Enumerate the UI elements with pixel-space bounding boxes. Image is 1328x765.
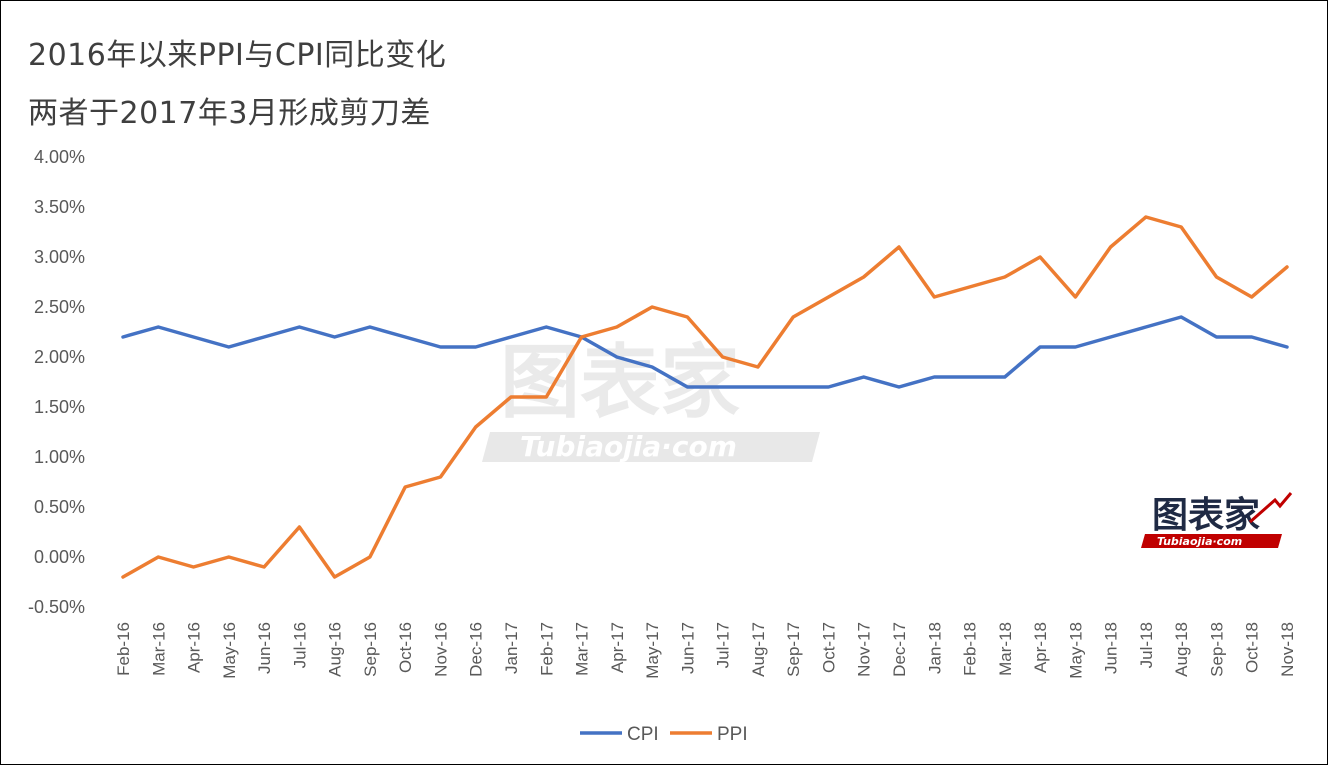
- x-tick-label: Sep-16: [361, 622, 380, 677]
- x-tick-label: May-17: [643, 622, 662, 679]
- x-tick-label: Jan-17: [502, 622, 521, 674]
- series-line-cpi: [121, 315, 1289, 389]
- x-tick-label: Nov-16: [431, 622, 450, 677]
- x-tick-label: Jul-16: [290, 622, 309, 668]
- x-tick-label: Apr-17: [608, 622, 627, 673]
- x-tick-label: Nov-17: [855, 622, 874, 677]
- watermark: 图表家 Tubiaojia·com: [482, 336, 820, 463]
- y-tick-label: 1.50%: [34, 397, 85, 417]
- x-tick-label: Aug-17: [749, 622, 768, 677]
- y-tick-label: 0.00%: [34, 547, 85, 567]
- x-tick-label: Jul-18: [1137, 622, 1156, 668]
- x-tick-label: Mar-18: [996, 622, 1015, 676]
- x-tick-label: Mar-16: [149, 622, 168, 676]
- x-tick-label: Apr-16: [185, 622, 204, 673]
- legend-label-cpi: CPI: [627, 724, 659, 745]
- y-tick-label: 3.00%: [34, 247, 85, 267]
- x-axis: Feb-16 Mar-16 Apr-16 May-16 Jun-16 Jul-16 Aug-…: [114, 622, 1297, 679]
- x-tick-label: Apr-18: [1031, 622, 1050, 673]
- x-tick-label: Oct-16: [396, 622, 415, 673]
- watermark-sub: Tubiaojia·com: [520, 430, 737, 463]
- watermark-band: [482, 432, 820, 462]
- y-tick-label: 3.50%: [34, 197, 85, 217]
- x-tick-label: Dec-16: [467, 622, 486, 677]
- watermark-main: 图表家: [500, 336, 740, 429]
- logo-main: 图表家: [1152, 495, 1260, 536]
- x-tick-label: May-16: [220, 622, 239, 679]
- logo-arrow-icon: [1249, 492, 1293, 524]
- y-tick-label: 1.00%: [34, 447, 85, 467]
- x-tick-label: Oct-17: [819, 622, 838, 673]
- x-tick-label: Dec-17: [890, 622, 909, 677]
- chart-title: 2016年以来PPI与CPI同比变化: [28, 38, 447, 73]
- x-tick-label: May-18: [1066, 622, 1085, 679]
- x-tick-label: Jun-18: [1102, 622, 1121, 674]
- y-axis: 4.00% 3.50% 3.00% 2.50% 2.00% 1.50% 1.00% 0.50%…: [28, 147, 85, 617]
- x-tick-label: Mar-17: [573, 622, 592, 676]
- logo-sub: Tubiaojia·com: [1157, 535, 1242, 548]
- x-tick-label: Jun-17: [678, 622, 697, 674]
- x-tick-label: Feb-18: [961, 622, 980, 676]
- x-tick-label: Jan-18: [925, 622, 944, 674]
- y-tick-label: 0.50%: [34, 497, 85, 517]
- x-tick-label: Nov-18: [1278, 622, 1297, 677]
- x-tick-label: Aug-16: [326, 622, 345, 677]
- legend: CPI PPI: [580, 724, 748, 745]
- y-tick-label: 4.00%: [34, 147, 85, 167]
- logo-band: [1141, 534, 1282, 548]
- x-tick-label: Sep-18: [1207, 622, 1226, 677]
- logo: 图表家 Tubiaojia·com: [1141, 492, 1293, 548]
- legend-label-ppi: PPI: [717, 724, 748, 745]
- series-line-ppi: [121, 215, 1289, 579]
- x-tick-label: Feb-16: [114, 622, 133, 676]
- x-tick-label: Oct-18: [1243, 622, 1262, 673]
- chart-subtitle: 两者于2017年3月形成剪刀差: [28, 96, 431, 131]
- x-tick-label: Jun-16: [255, 622, 274, 674]
- y-tick-label: 2.00%: [34, 347, 85, 367]
- y-tick-label: 2.50%: [34, 297, 85, 317]
- series: [121, 215, 1289, 579]
- y-tick-label: -0.50%: [28, 597, 85, 617]
- x-tick-label: Sep-17: [784, 622, 803, 677]
- x-tick-label: Jul-17: [714, 622, 733, 668]
- x-tick-label: Feb-17: [537, 622, 556, 676]
- x-tick-label: Aug-18: [1172, 622, 1191, 677]
